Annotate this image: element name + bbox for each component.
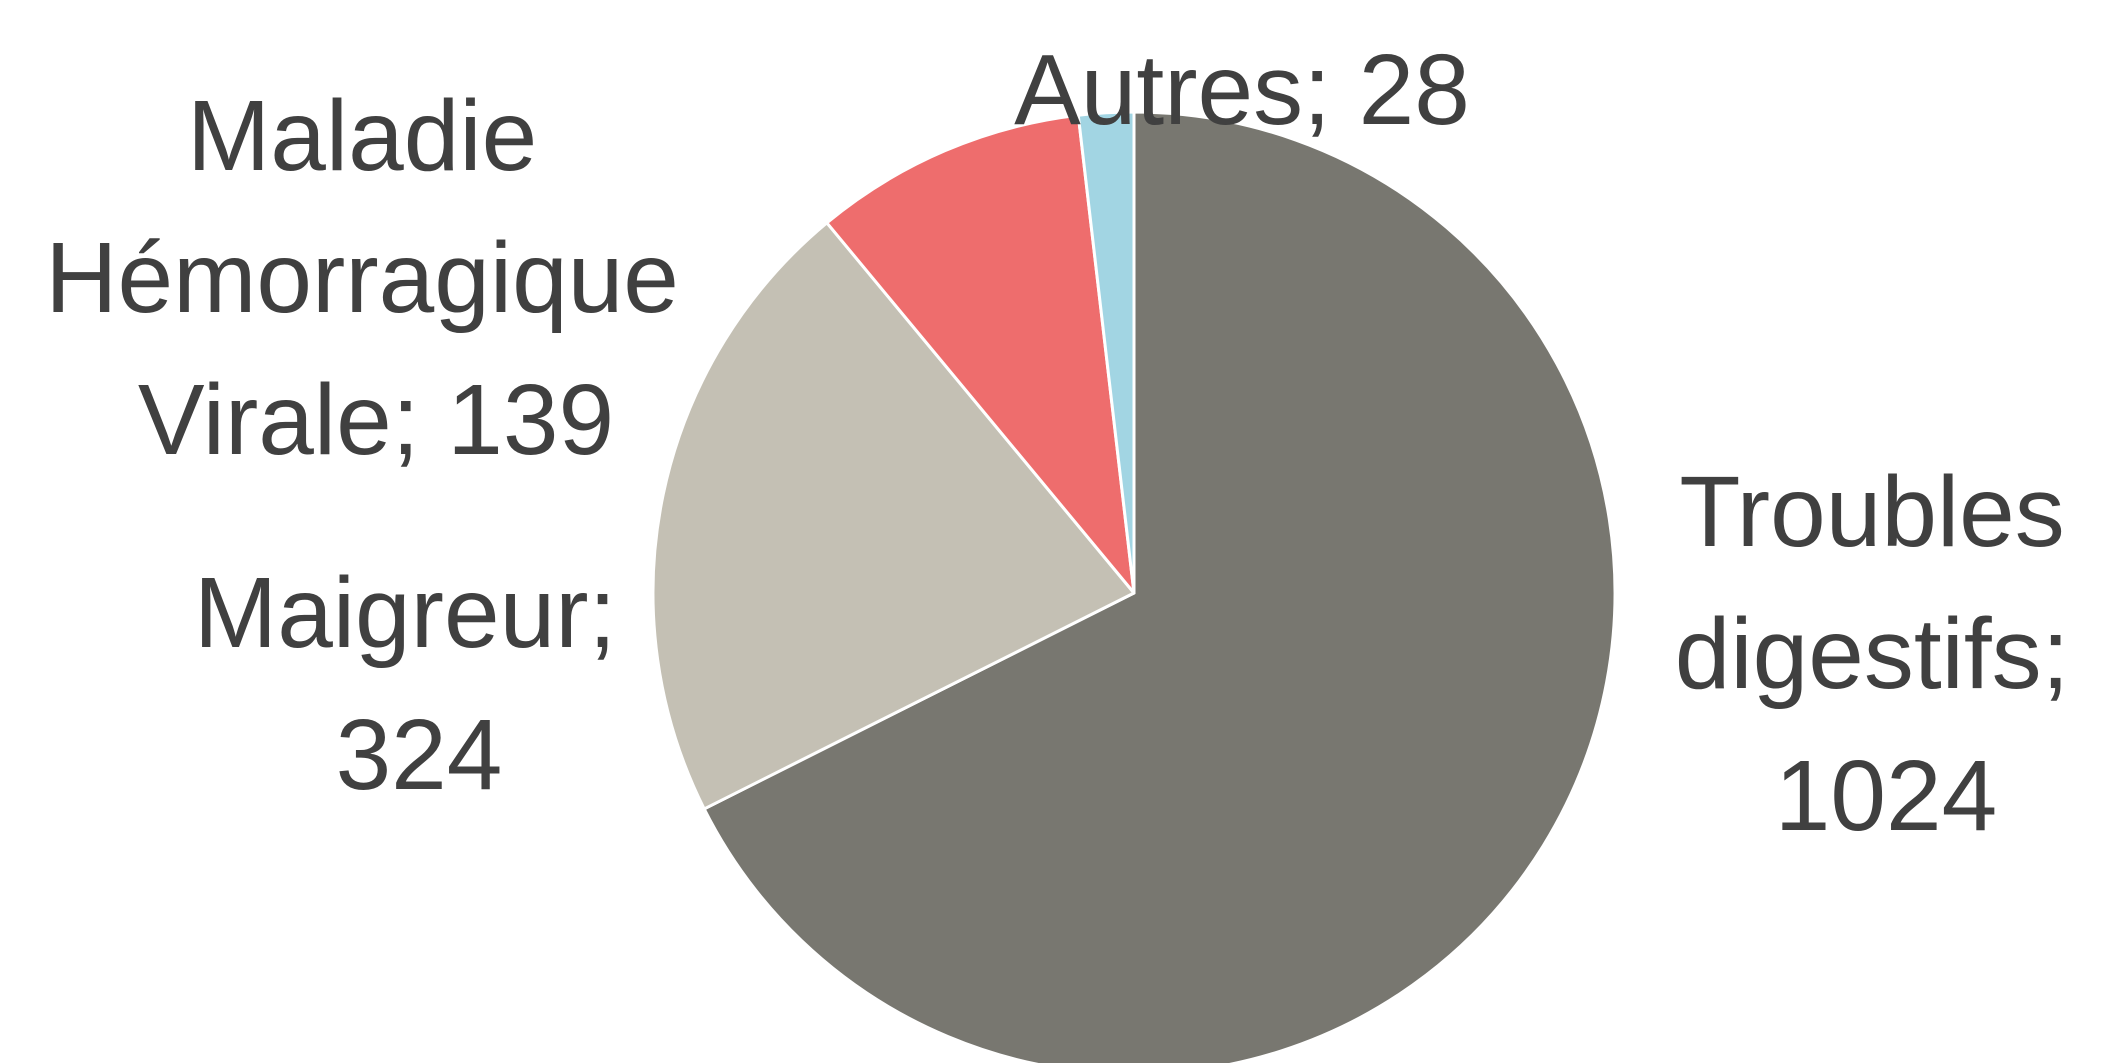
data-label: Maladie Hémorragique Virale; 139	[45, 80, 706, 476]
pie-slice	[825, 113, 1136, 595]
data-label: Troubles digestifs; 1024	[1675, 456, 2097, 852]
pie-slice	[1076, 110, 1136, 595]
pie-slice	[702, 110, 1617, 1063]
pie-slice	[651, 221, 1136, 811]
data-label: Autres; 28	[1014, 34, 1470, 146]
data-label: Maigreur; 324	[194, 557, 644, 811]
